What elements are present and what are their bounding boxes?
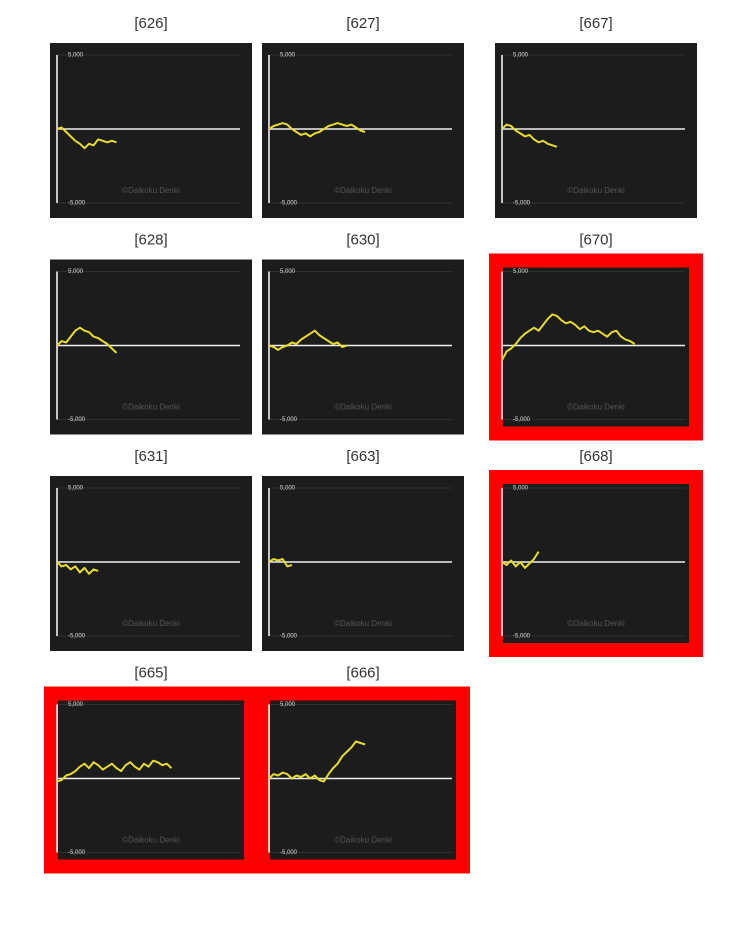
chart-title: [663] (346, 448, 379, 465)
panel (50, 476, 252, 651)
chart-title: [667] (579, 15, 612, 32)
y-tick-label: 5,000 (68, 53, 84, 59)
line (56, 326, 118, 354)
panel (50, 259, 252, 435)
watermark: ©Daikoku Denki (567, 186, 625, 195)
y-tick-label: -5,000 (68, 417, 86, 423)
chart-title: [666] (346, 664, 379, 681)
watermark: ©Daikoku Denki (122, 619, 180, 628)
chart-title: [628] (134, 231, 167, 248)
y-tick-label: -5,000 (68, 201, 86, 207)
y-tick-label: -5,000 (513, 634, 531, 640)
panel (495, 43, 697, 218)
y-tick-label: 5,000 (280, 486, 296, 492)
line (56, 126, 117, 150)
y-tick-label: -5,000 (280, 850, 298, 856)
line (268, 329, 348, 351)
y-tick-label: -5,000 (513, 201, 531, 207)
line (501, 123, 558, 148)
y-tick-label: -5,000 (280, 201, 298, 207)
y-tick-label: -5,000 (68, 634, 86, 640)
y-tick-label: 5,000 (513, 269, 529, 275)
y-tick-label: 5,000 (513, 486, 529, 492)
line (501, 551, 540, 569)
watermark: ©Daikoku Denki (567, 403, 625, 412)
watermark: ©Daikoku Denki (334, 403, 392, 412)
y-tick-label: -5,000 (68, 850, 86, 856)
watermark: ©Daikoku Denki (122, 403, 180, 412)
y-tick-label: 5,000 (280, 702, 296, 708)
y-tick-label: 5,000 (513, 53, 529, 59)
y-tick-label: 5,000 (280, 53, 296, 59)
line (268, 740, 366, 783)
watermark: ©Daikoku Denki (567, 619, 625, 628)
watermark: ©Daikoku Denki (334, 186, 392, 195)
y-tick-label: -5,000 (280, 634, 298, 640)
panel (58, 700, 244, 860)
panel (503, 267, 689, 427)
watermark: ©Daikoku Denki (122, 836, 180, 845)
y-tick-label: 5,000 (68, 269, 84, 275)
chart-title: [668] (579, 448, 612, 465)
chart-title: [630] (346, 231, 379, 248)
line (56, 759, 173, 783)
y-tick-label: -5,000 (280, 417, 298, 423)
chart-title: [631] (134, 448, 167, 465)
panel (503, 484, 689, 643)
y-tick-label: -5,000 (513, 417, 531, 423)
line (56, 561, 99, 575)
line (268, 122, 366, 138)
panel (262, 259, 464, 435)
y-tick-label: 5,000 (68, 702, 84, 708)
chart-title: [670] (579, 231, 612, 248)
panel (270, 700, 456, 860)
y-tick-label: 5,000 (280, 269, 296, 275)
watermark: ©Daikoku Denki (122, 186, 180, 195)
chart-title: [627] (346, 15, 379, 32)
chart-title: [626] (134, 15, 167, 32)
panel (50, 43, 252, 218)
y-tick-label: 5,000 (68, 486, 84, 492)
line (501, 313, 636, 361)
panel (262, 476, 464, 651)
watermark: ©Daikoku Denki (334, 836, 392, 845)
chart-title: [665] (134, 664, 167, 681)
line (268, 558, 293, 568)
watermark: ©Daikoku Denki (334, 619, 392, 628)
